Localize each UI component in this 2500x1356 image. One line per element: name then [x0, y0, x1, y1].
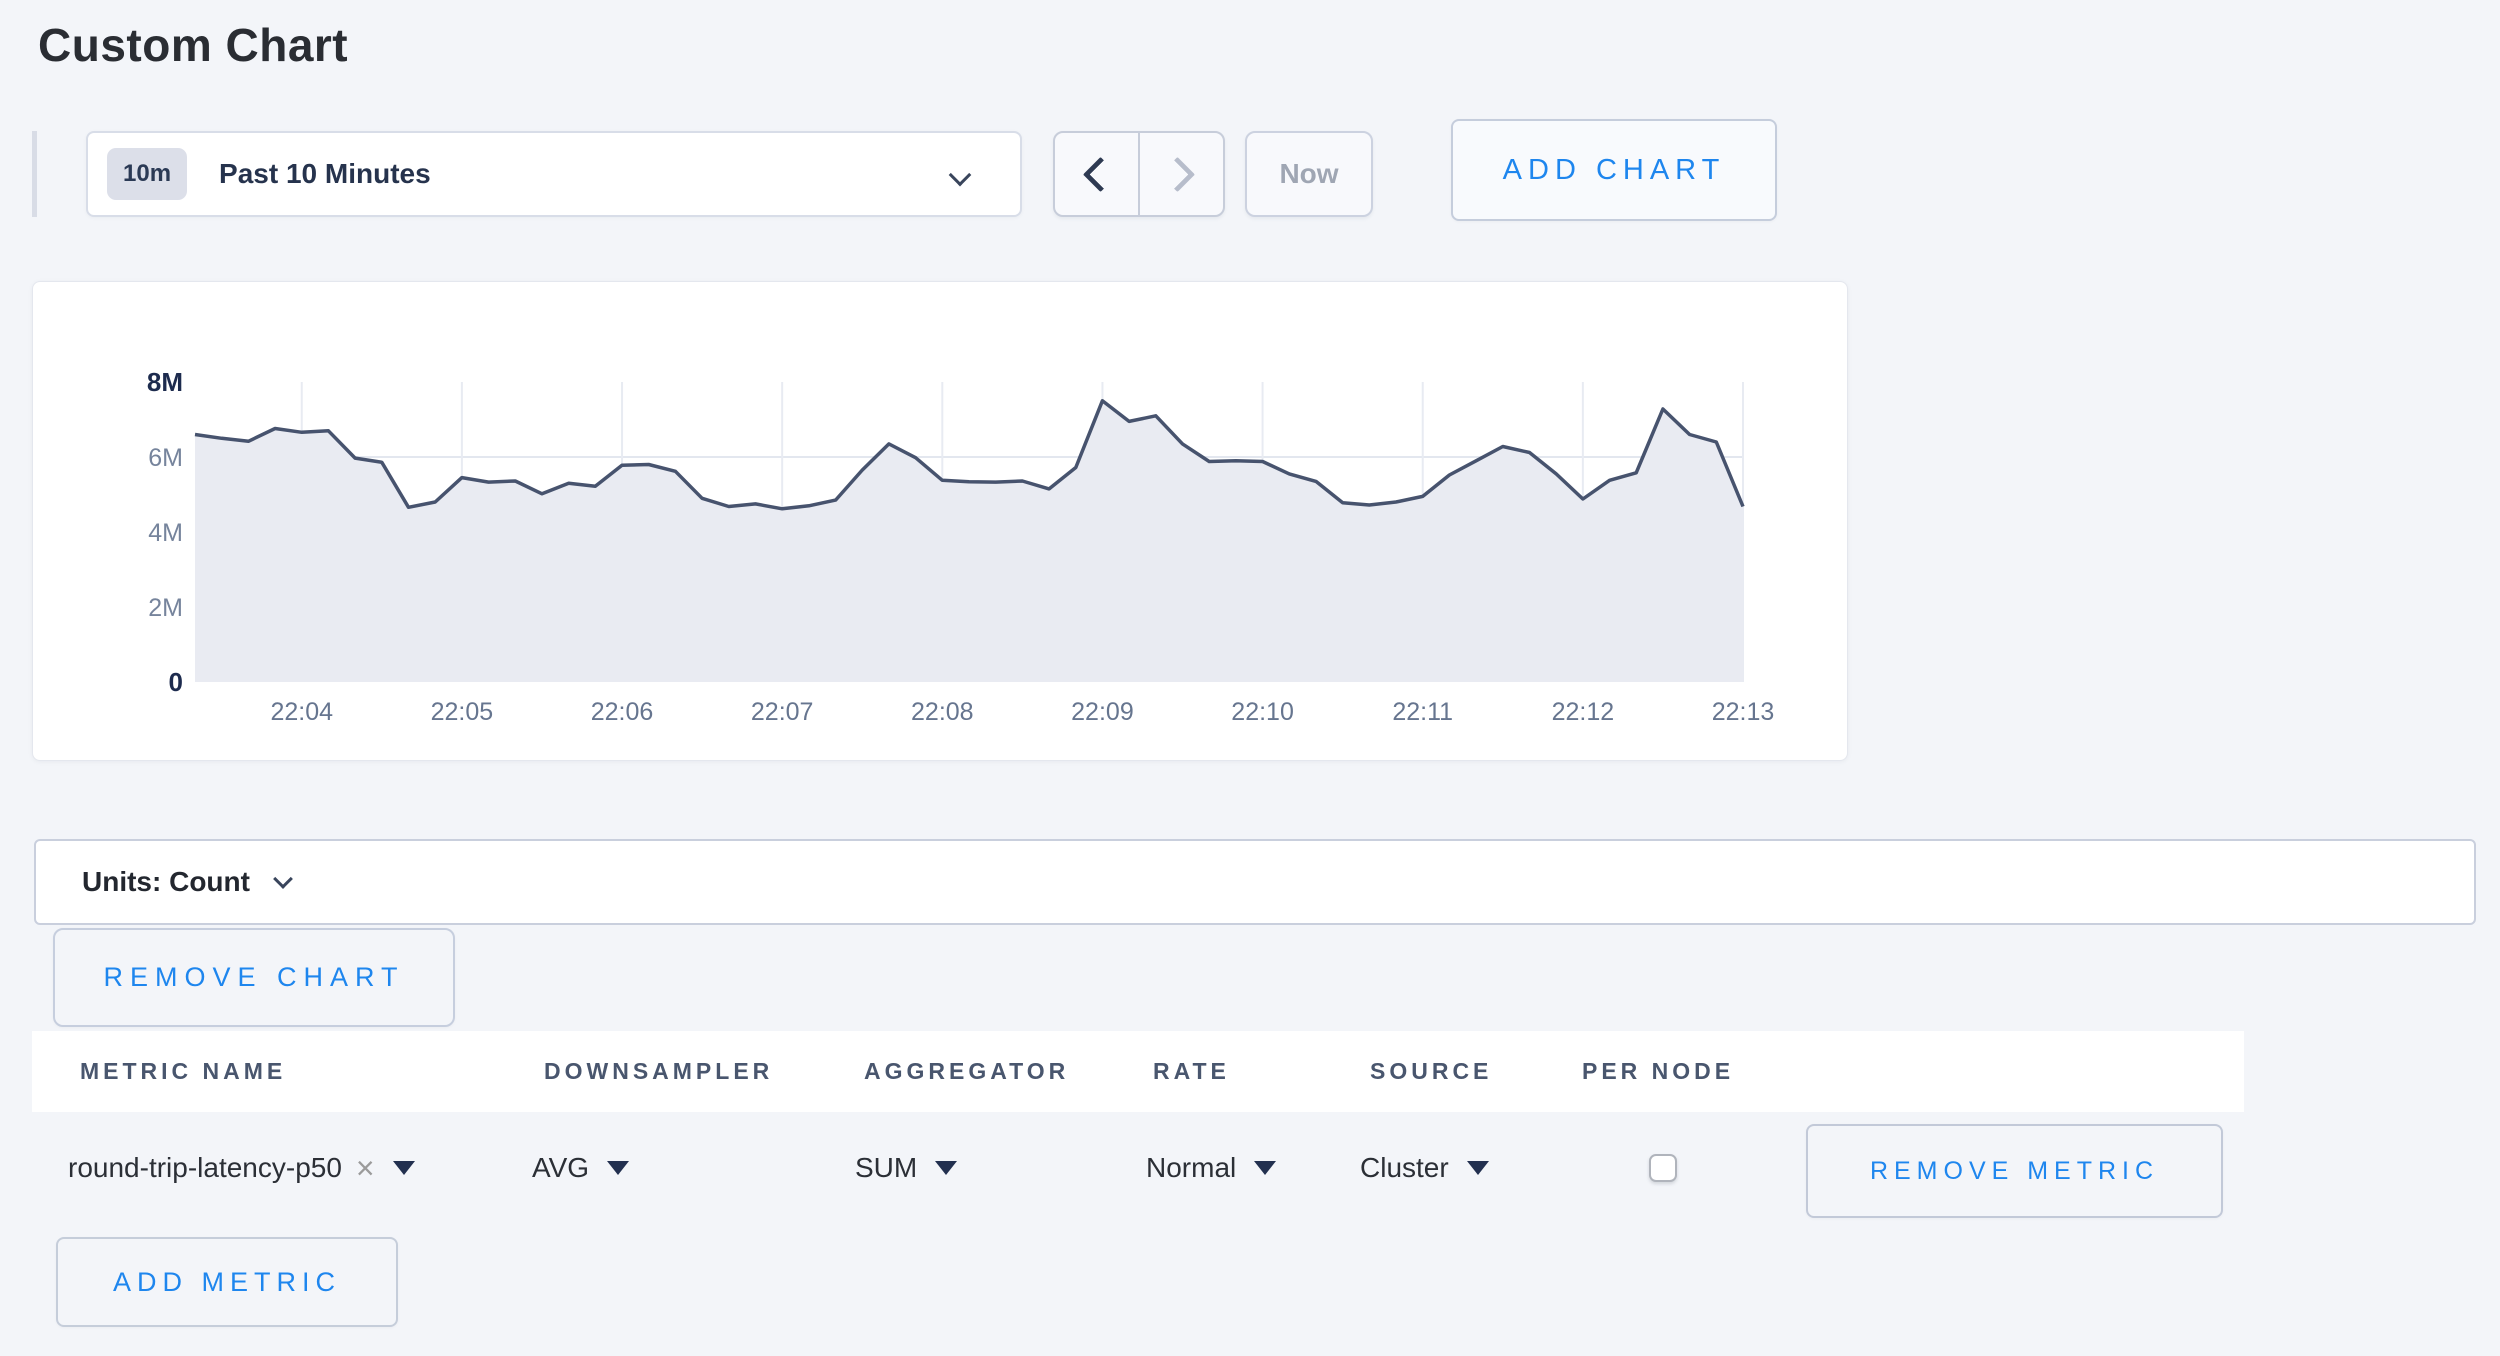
- column-header-source: SOURCE: [1370, 1058, 1493, 1084]
- svg-text:22:13: 22:13: [1712, 698, 1775, 726]
- remove-chart-button[interactable]: REMOVE CHART: [53, 928, 455, 1027]
- svg-text:22:05: 22:05: [431, 698, 494, 726]
- add-chart-button[interactable]: ADD CHART: [1451, 119, 1777, 221]
- svg-text:22:09: 22:09: [1071, 698, 1134, 726]
- column-header-aggregator: AGGREGATOR: [864, 1058, 1070, 1084]
- chevron-down-icon: [273, 869, 293, 889]
- per-node-checkbox[interactable]: [1649, 1154, 1677, 1182]
- timeseries-chart: 0 2M 4M 6M 8M 22:04 22:05 22:06 22:07 22:08 22:09 2…: [147, 367, 1775, 726]
- svg-text:0: 0: [169, 667, 183, 697]
- chevron-left-icon: [1082, 156, 1119, 192]
- downsampler-value: AVG: [532, 1152, 590, 1183]
- page-title: Custom Chart: [38, 19, 349, 71]
- caret-down-icon: [935, 1161, 958, 1175]
- now-button[interactable]: Now: [1245, 131, 1373, 217]
- add-metric-button[interactable]: ADD METRIC: [56, 1237, 398, 1327]
- aggregator-value: SUM: [855, 1152, 918, 1183]
- time-range-label: Past 10 Minutes: [219, 158, 431, 189]
- caret-down-icon: [1254, 1161, 1277, 1175]
- svg-text:22:12: 22:12: [1552, 698, 1615, 726]
- svg-text:4M: 4M: [148, 519, 183, 547]
- svg-text:22:04: 22:04: [270, 698, 333, 726]
- rate-value: Normal: [1146, 1152, 1237, 1183]
- clear-metric-icon[interactable]: ×: [355, 1150, 375, 1186]
- units-dropdown-bar[interactable]: Units: Count: [34, 839, 2476, 925]
- downsampler-dropdown[interactable]: AVG: [532, 1152, 630, 1184]
- time-range-dropdown[interactable]: 10m Past 10 Minutes: [86, 131, 1022, 217]
- chevron-right-icon: [1159, 156, 1196, 192]
- metrics-table-header: METRIC NAME DOWNSAMPLER AGGREGATOR RATE …: [32, 1031, 2244, 1112]
- source-value: Cluster: [1360, 1152, 1449, 1183]
- svg-text:22:06: 22:06: [591, 698, 654, 726]
- metric-name-dropdown[interactable]: round-trip-latency-p50 ×: [68, 1152, 415, 1184]
- svg-text:6M: 6M: [148, 444, 183, 472]
- column-header-per-node: PER NODE: [1582, 1058, 1735, 1084]
- svg-text:22:07: 22:07: [751, 698, 814, 726]
- chevron-down-icon: [948, 163, 972, 187]
- caret-down-icon: [392, 1161, 415, 1175]
- next-time-button[interactable]: [1138, 133, 1223, 215]
- chart-card: 0 2M 4M 6M 8M 22:04 22:05 22:06 22:07 22:08 22:09 2…: [32, 281, 1848, 761]
- source-dropdown[interactable]: Cluster: [1360, 1152, 1489, 1184]
- svg-text:8M: 8M: [147, 367, 183, 397]
- svg-text:22:10: 22:10: [1231, 698, 1294, 726]
- svg-text:22:08: 22:08: [911, 698, 974, 726]
- rate-dropdown[interactable]: Normal: [1146, 1152, 1277, 1184]
- remove-metric-button[interactable]: REMOVE METRIC: [1806, 1124, 2223, 1218]
- time-range-badge: 10m: [107, 148, 188, 200]
- caret-down-icon: [607, 1161, 630, 1175]
- prev-time-button[interactable]: [1055, 133, 1138, 215]
- svg-text:2M: 2M: [148, 594, 183, 622]
- time-step-group: [1053, 131, 1225, 217]
- toolbar-accent-bar: [32, 131, 37, 217]
- aggregator-dropdown[interactable]: SUM: [855, 1152, 958, 1184]
- column-header-metric-name: METRIC NAME: [80, 1058, 287, 1084]
- column-header-rate: RATE: [1153, 1058, 1230, 1084]
- svg-text:22:11: 22:11: [1392, 698, 1453, 726]
- caret-down-icon: [1466, 1161, 1489, 1175]
- units-label: Units: Count: [82, 866, 250, 897]
- column-header-downsampler: DOWNSAMPLER: [544, 1058, 774, 1084]
- metric-name-value: round-trip-latency-p50: [68, 1152, 342, 1183]
